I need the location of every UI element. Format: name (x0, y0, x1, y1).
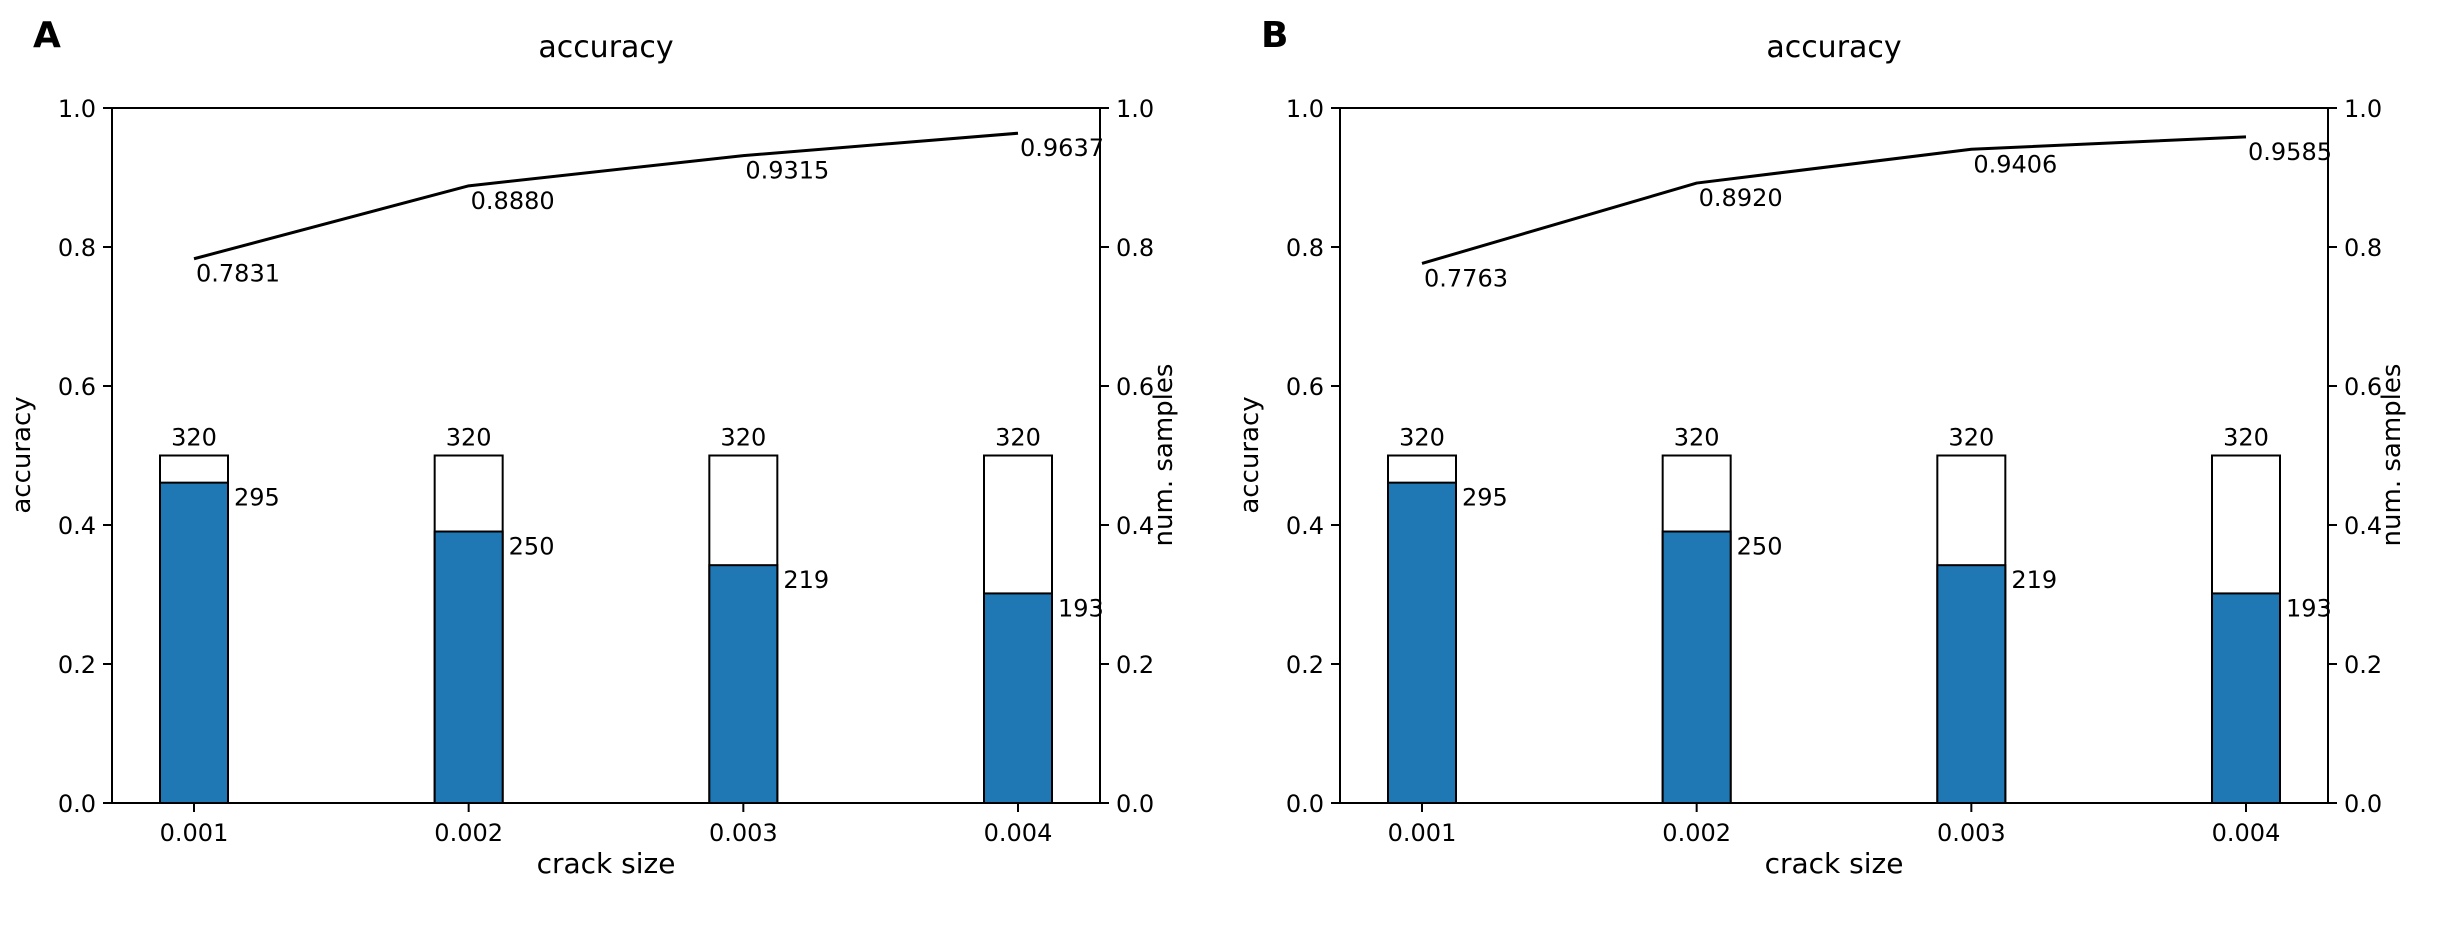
accuracy-point-label: 0.9406 (1973, 150, 2057, 178)
y-tick-label-right: 0.4 (2344, 512, 2382, 540)
y-tick-label-left: 0.6 (58, 373, 96, 401)
bar-count (159, 481, 229, 804)
y-tick-label-left: 1.0 (58, 95, 96, 123)
x-tick-label: 0.003 (1937, 819, 2006, 847)
x-tick-label: 0.001 (160, 819, 229, 847)
y-tick-label-right: 0.6 (2344, 373, 2382, 401)
bar-count (1661, 530, 1732, 804)
x-tick-label: 0.004 (984, 819, 1053, 847)
chart-title: accuracy (538, 30, 673, 65)
bar-count (1387, 481, 1457, 804)
x-tick-label: 0.001 (1388, 819, 1457, 847)
bar-count-label: 295 (1462, 484, 1508, 512)
y-axis-label-left: accuracy (1235, 396, 1265, 513)
accuracy-point-label: 0.7763 (1424, 264, 1508, 292)
plot-area: 320 295 320 250 320 219 320 193 0.7763 0.8920 0.94… (1286, 95, 2382, 847)
bar-total-label: 320 (446, 424, 492, 452)
y-tick-label-right: 0.2 (1116, 651, 1154, 679)
y-tick-label-right: 0.8 (1116, 234, 1154, 262)
accuracy-line (193, 131, 1019, 261)
accuracy-line (1421, 135, 2247, 265)
y-tick-label-right: 1.0 (1116, 95, 1154, 123)
panel-letter: B (1261, 15, 1288, 56)
axes-spines (111, 107, 1101, 804)
bar-total-label: 320 (720, 424, 766, 452)
bar-total-label: 320 (171, 424, 217, 452)
accuracy-point-label: 0.9637 (1020, 134, 1104, 162)
panel-letter: A (33, 15, 61, 56)
panel-b: B accuracy accuracy num. samples crack s… (1228, 0, 2456, 930)
y-tick-label-left: 0.8 (1286, 234, 1324, 262)
plot-area: 320 295 320 250 320 219 320 193 0.7831 0.8880 0.93… (58, 95, 1154, 847)
y-tick-label-right: 0.2 (2344, 651, 2382, 679)
y-tick-label-left: 0.8 (58, 234, 96, 262)
x-tick-label: 0.002 (434, 819, 503, 847)
bar-count-label: 250 (509, 533, 555, 561)
y-tick-label-left: 0.4 (58, 512, 96, 540)
bar-total-label: 320 (995, 424, 1041, 452)
bar-count-label: 193 (1058, 594, 1104, 622)
y-tick-label-right: 1.0 (2344, 95, 2382, 123)
panel-b-chart: B accuracy accuracy num. samples crack s… (1235, 15, 2407, 880)
y-tick-label-left: 0.2 (1286, 651, 1324, 679)
accuracy-point-label: 0.8920 (1699, 184, 1783, 212)
accuracy-point-label: 0.8880 (471, 187, 555, 215)
y-tick-label-right: 0.8 (2344, 234, 2382, 262)
bar-count-label: 219 (783, 566, 829, 594)
y-tick-label-left: 0.2 (58, 651, 96, 679)
panel-a: A accuracy accuracy num. samples crack s… (7, 15, 1179, 880)
bar-count-label: 250 (1737, 533, 1783, 561)
y-tick-label-left: 0.0 (1286, 790, 1324, 818)
bar-count-label: 295 (234, 484, 280, 512)
y-tick-label-left: 0.0 (58, 790, 96, 818)
bar-total-label: 320 (1674, 424, 1720, 452)
bar-total-label: 320 (1399, 424, 1445, 452)
y-tick-label-left: 0.4 (1286, 512, 1324, 540)
chart-title: accuracy (1766, 30, 1901, 65)
x-axis-label: crack size (537, 847, 676, 880)
accuracy-point-label: 0.9585 (2248, 138, 2332, 166)
x-tick-label: 0.003 (709, 819, 778, 847)
bar-count (708, 564, 779, 804)
bar-count (433, 530, 504, 804)
bar-count (983, 592, 1053, 804)
bar-total-label: 320 (2223, 424, 2269, 452)
y-tick-label-right: 0.0 (2344, 790, 2382, 818)
x-tick-label: 0.002 (1662, 819, 1731, 847)
panel-a-chart: A accuracy accuracy num. samples crack s… (7, 15, 1179, 880)
accuracy-point-label: 0.9315 (745, 157, 829, 185)
y-tick-label-left: 1.0 (1286, 95, 1324, 123)
bar-count (1936, 564, 2007, 804)
x-tick-label: 0.004 (2212, 819, 2281, 847)
y-tick-label-right: 0.4 (1116, 512, 1154, 540)
bar-count-label: 193 (2286, 594, 2332, 622)
x-axis-label: crack size (1765, 847, 1904, 880)
bar-count (2211, 592, 2281, 804)
y-tick-label-right: 0.0 (1116, 790, 1154, 818)
bar-total-label: 320 (1948, 424, 1994, 452)
y-axis-label-right: num. samples (2377, 364, 2407, 547)
y-axis-label-left: accuracy (7, 396, 37, 513)
bar-count-label: 219 (2011, 566, 2057, 594)
y-tick-label-left: 0.6 (1286, 373, 1324, 401)
y-axis-label-right: num. samples (1149, 364, 1179, 547)
y-tick-label-right: 0.6 (1116, 373, 1154, 401)
accuracy-point-label: 0.7831 (196, 260, 280, 288)
axes-spines (1339, 107, 2329, 804)
